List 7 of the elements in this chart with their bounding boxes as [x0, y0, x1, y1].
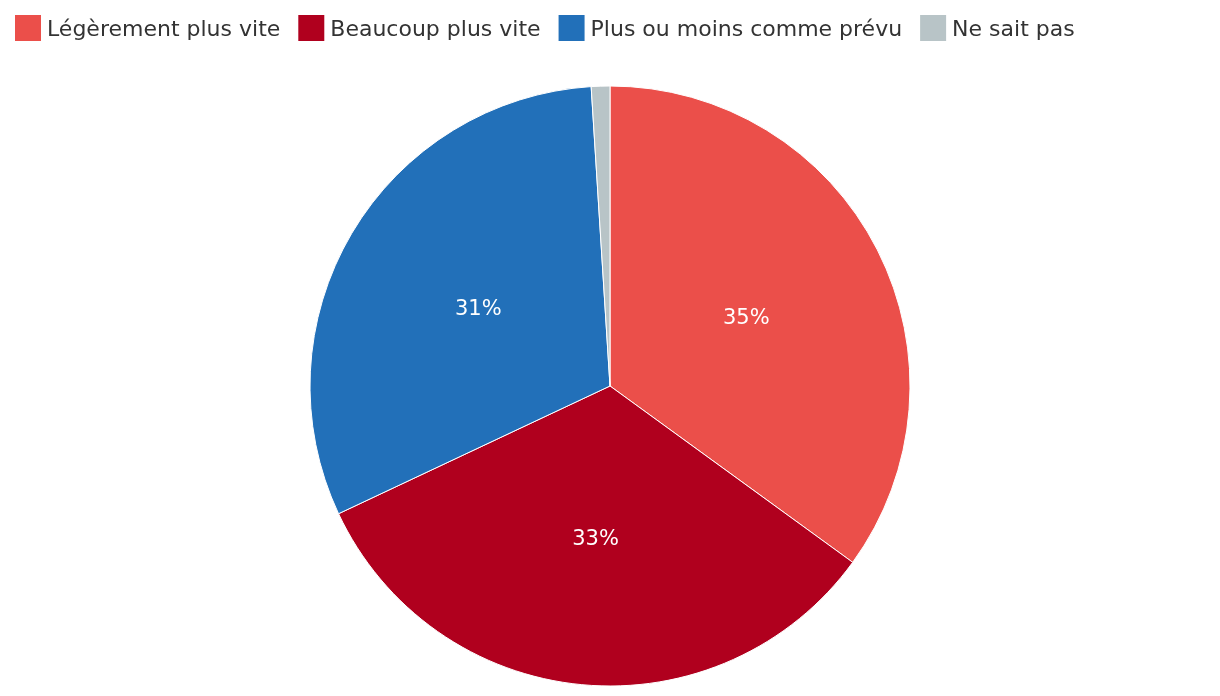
data-label: 33%	[572, 526, 619, 551]
legend-label: Beaucoup plus vite	[330, 15, 541, 41]
legend-label: Plus ou moins comme prévu	[590, 15, 903, 41]
data-label: 31%	[454, 296, 502, 321]
legend-label: Légèrement plus vite	[47, 15, 281, 41]
legend-label: Ne sait pas	[952, 15, 1075, 41]
data-label: 35%	[722, 304, 770, 329]
